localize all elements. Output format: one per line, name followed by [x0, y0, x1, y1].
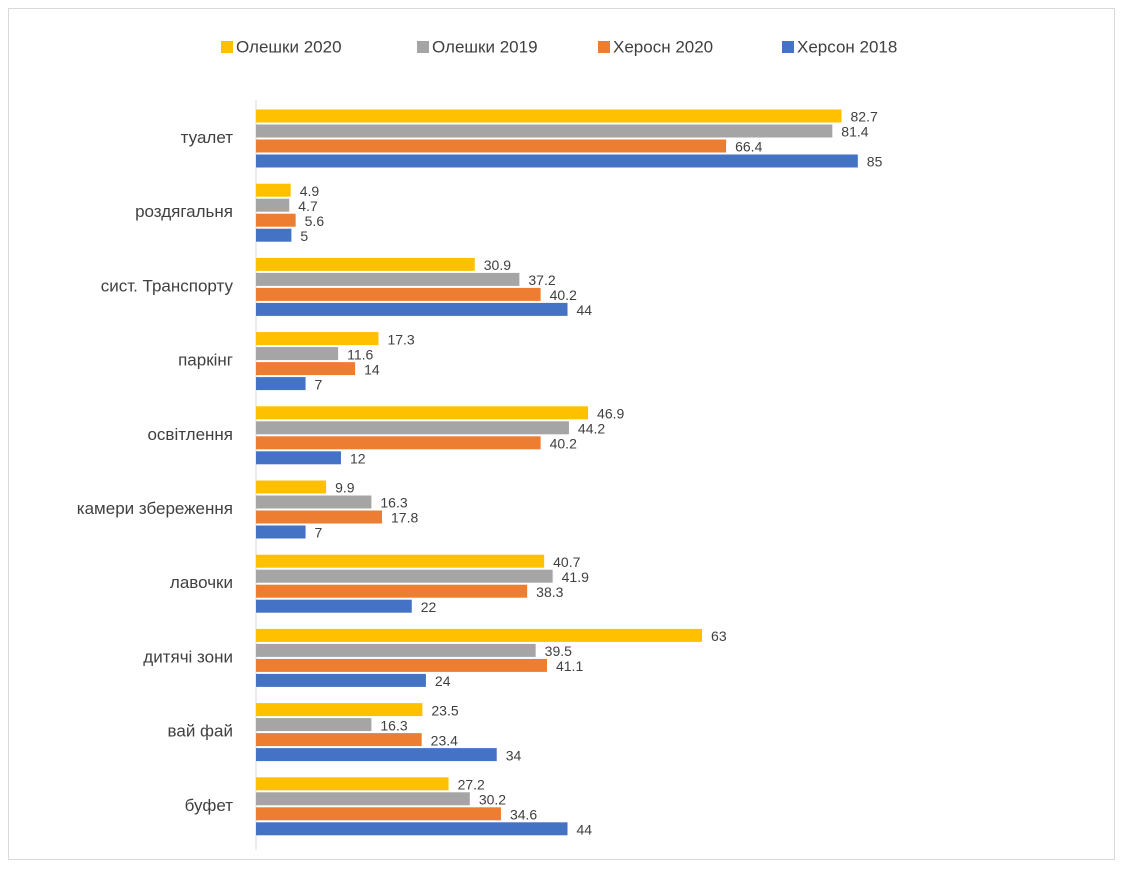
value-label: 4.9 — [300, 183, 320, 199]
legend-swatch — [782, 41, 794, 53]
legend-label: Олешки 2020 — [236, 37, 342, 56]
category-label: буфет — [185, 796, 234, 815]
bar — [256, 673, 426, 687]
value-label: 14 — [364, 361, 380, 377]
bar — [256, 822, 568, 836]
bar — [256, 154, 858, 168]
value-label: 17.8 — [391, 510, 418, 526]
value-label: 40.2 — [550, 287, 577, 303]
legend-label: Херосн 2020 — [613, 37, 713, 56]
value-label: 39.5 — [545, 643, 572, 659]
bar — [256, 599, 412, 613]
bar — [256, 139, 727, 153]
value-label: 44 — [577, 302, 593, 318]
value-label: 41.9 — [562, 569, 589, 585]
legend-swatch — [417, 41, 429, 53]
bar — [256, 421, 569, 435]
value-label: 37.2 — [528, 272, 555, 288]
value-label: 4.7 — [298, 198, 318, 214]
bar — [256, 718, 372, 732]
bar — [256, 362, 356, 376]
bar — [256, 332, 379, 346]
value-label: 41.1 — [556, 658, 583, 674]
value-label: 5 — [300, 228, 308, 244]
bar — [256, 807, 501, 821]
legend-label: Херсон 2018 — [797, 37, 897, 56]
category-label: сист. Транспорту — [101, 276, 234, 295]
bar — [256, 124, 833, 138]
value-label: 40.2 — [550, 436, 577, 452]
value-label: 7 — [315, 376, 323, 392]
bar — [256, 287, 541, 301]
value-label: 9.9 — [335, 480, 355, 496]
bar — [256, 183, 291, 197]
value-label: 24 — [435, 673, 451, 689]
value-label: 23.4 — [431, 732, 458, 748]
value-label: 82.7 — [851, 109, 878, 125]
bar — [256, 213, 296, 227]
value-label: 27.2 — [458, 777, 485, 793]
value-label: 81.4 — [841, 124, 868, 140]
bar — [256, 554, 545, 568]
value-label: 12 — [350, 451, 366, 467]
bar — [256, 436, 541, 450]
bar — [256, 257, 475, 271]
bar — [256, 643, 536, 657]
value-label: 40.7 — [553, 554, 580, 570]
value-label: 63 — [711, 628, 727, 644]
value-label: 44 — [577, 822, 593, 838]
bar — [256, 703, 423, 717]
bar — [256, 198, 290, 212]
value-label: 34.6 — [510, 807, 537, 823]
value-label: 46.9 — [597, 406, 624, 422]
bar — [256, 584, 528, 598]
category-label: дитячі зони — [143, 647, 233, 666]
bar — [256, 228, 292, 242]
value-label: 23.5 — [431, 702, 458, 718]
bar — [256, 406, 589, 420]
category-label: освітлення — [147, 425, 233, 444]
bar — [256, 495, 372, 509]
value-label: 30.2 — [479, 792, 506, 808]
value-label: 16.3 — [380, 495, 407, 511]
value-label: 17.3 — [387, 331, 414, 347]
value-label: 16.3 — [380, 717, 407, 733]
value-label: 85 — [867, 154, 883, 170]
bar — [256, 272, 520, 286]
value-label: 5.6 — [305, 213, 325, 229]
category-label: роздягальня — [135, 202, 233, 221]
bar — [256, 302, 568, 316]
bar — [256, 658, 547, 672]
bar — [256, 510, 383, 524]
value-label: 7 — [315, 525, 323, 541]
value-label: 11.6 — [347, 346, 373, 362]
bar — [256, 347, 339, 361]
category-label: лавочки — [170, 573, 233, 592]
category-label: камери збереження — [77, 499, 233, 518]
bar — [256, 792, 470, 806]
bar — [256, 733, 422, 747]
bar — [256, 480, 327, 494]
value-label: 38.3 — [536, 584, 563, 600]
category-label: паркінг — [178, 351, 233, 370]
value-label: 34 — [506, 747, 522, 763]
bar — [256, 748, 497, 762]
value-label: 22 — [421, 599, 437, 615]
legend-swatch — [598, 41, 610, 53]
bar — [256, 377, 306, 391]
legend-label: Олешки 2019 — [432, 37, 538, 56]
value-label: 66.4 — [735, 139, 762, 155]
value-label: 44.2 — [578, 421, 605, 437]
bar — [256, 451, 341, 465]
category-label: вай фай — [168, 722, 233, 741]
category-label: туалет — [181, 128, 234, 147]
bar — [256, 525, 306, 539]
bar — [256, 569, 553, 583]
legend-swatch — [221, 41, 233, 53]
bar — [256, 109, 842, 123]
bar — [256, 777, 449, 791]
bar — [256, 628, 703, 642]
value-label: 30.9 — [484, 257, 511, 273]
